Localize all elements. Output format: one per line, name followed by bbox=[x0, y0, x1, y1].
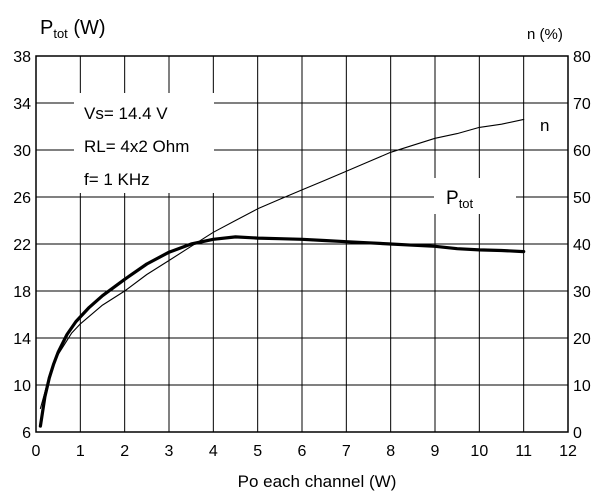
series-label-ptot: Ptot bbox=[446, 188, 474, 211]
series-line-ptot bbox=[38, 235, 526, 428]
y-right-tick-label-2: 20 bbox=[573, 331, 591, 348]
condition-rl: RL= 4x2 Ohm bbox=[84, 137, 189, 156]
y-left-tick-labels: 6 10 14 18 22 26 30 34 38 bbox=[13, 49, 31, 442]
x-tick-labels: 0 1 2 3 4 5 6 7 8 9 10 11 12 bbox=[32, 443, 577, 460]
y-right-tick-label-7: 70 bbox=[573, 96, 591, 113]
condition-f: f= 1 KHz bbox=[84, 170, 150, 189]
x-tick-label-11: 11 bbox=[515, 443, 532, 460]
x-tick-label-2: 2 bbox=[120, 443, 129, 460]
y-left-tick-label-4: 22 bbox=[13, 237, 31, 254]
x-axis-label: Po each channel (W) bbox=[238, 472, 397, 491]
x-tick-label-8: 8 bbox=[386, 443, 395, 460]
ptot-label-bg bbox=[434, 178, 516, 214]
y-left-axis-label: Ptot (W) bbox=[40, 17, 106, 41]
conditions-box bbox=[74, 93, 214, 193]
x-tick-label-0: 0 bbox=[32, 443, 41, 460]
x-tick-label-3: 3 bbox=[165, 443, 174, 460]
x-tick-label-4: 4 bbox=[209, 443, 218, 460]
y-left-tick-label-3: 18 bbox=[13, 284, 31, 301]
y-left-tick-label-7: 34 bbox=[13, 96, 31, 113]
x-tick-label-10: 10 bbox=[470, 443, 488, 460]
y-left-tick-label-5: 26 bbox=[13, 190, 31, 207]
x-tick-label-5: 5 bbox=[253, 443, 262, 460]
x-tick-label-1: 1 bbox=[76, 443, 85, 460]
y-left-tick-label-2: 14 bbox=[13, 331, 31, 348]
x-tick-label-7: 7 bbox=[342, 443, 351, 460]
y-right-tick-label-5: 50 bbox=[573, 190, 591, 207]
y-right-axis-label: n (%) bbox=[527, 26, 563, 43]
y-left-tick-label-1: 10 bbox=[13, 378, 31, 395]
plot-frame bbox=[35, 55, 569, 433]
series-label-n: n bbox=[540, 116, 549, 135]
y-left-tick-label-0: 6 bbox=[22, 425, 31, 442]
y-right-tick-label-3: 30 bbox=[573, 284, 591, 301]
y-left-tick-label-6: 30 bbox=[13, 143, 31, 160]
y-right-tick-labels: 0 10 20 30 40 50 60 70 80 bbox=[573, 49, 591, 442]
x-tick-label-12: 12 bbox=[559, 443, 577, 460]
y-right-tick-label-6: 60 bbox=[573, 143, 591, 160]
series-line-n bbox=[39, 118, 525, 410]
y-right-tick-label-8: 80 bbox=[573, 49, 591, 66]
x-tick-label-6: 6 bbox=[298, 443, 307, 460]
series-lines bbox=[38, 118, 526, 428]
y-right-tick-label-0: 0 bbox=[573, 425, 582, 442]
y-right-tick-label-1: 10 bbox=[573, 378, 591, 395]
y-left-tick-label-8: 38 bbox=[13, 49, 31, 66]
x-tick-label-9: 9 bbox=[431, 443, 440, 460]
condition-vs: Vs= 14.4 V bbox=[84, 104, 168, 123]
y-right-tick-label-4: 40 bbox=[573, 237, 591, 254]
